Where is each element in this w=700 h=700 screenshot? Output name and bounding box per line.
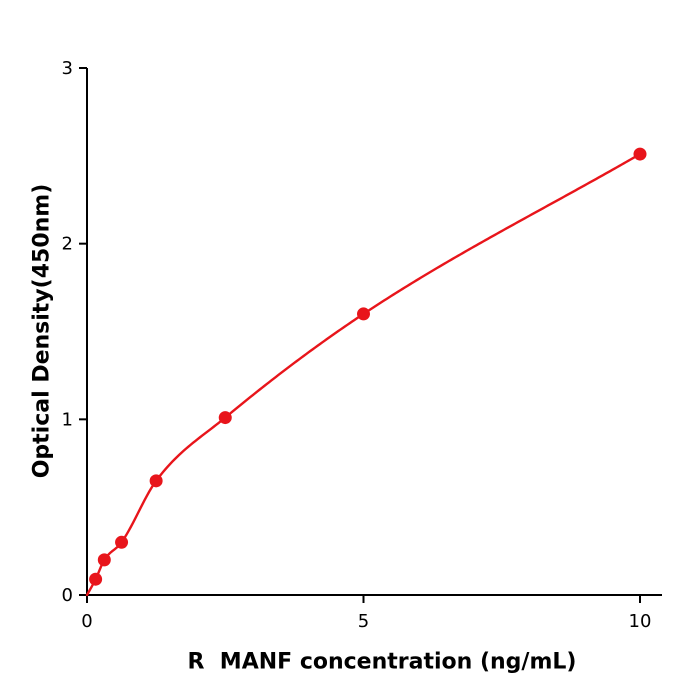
data-point [89,572,103,586]
data-point [115,535,129,549]
data-point [357,307,370,321]
data-point [633,147,647,161]
data-point [97,553,111,567]
y-tick-label: 2 [62,234,73,255]
data-point [218,411,232,425]
x-tick-label: 0 [81,611,92,632]
y-tick-label: 0 [62,585,73,606]
x-tick-label: 10 [629,611,652,632]
fit-curve [85,152,642,597]
data-point [149,474,163,488]
y-tick-label: 1 [62,409,73,430]
x-axis-label: R MANF concentration (ng/mL) [187,649,577,675]
x-tick-label: 5 [358,611,369,632]
y-tick-label: 3 [62,58,73,79]
y-axis-label: Optical Density(450nm) [29,183,55,479]
